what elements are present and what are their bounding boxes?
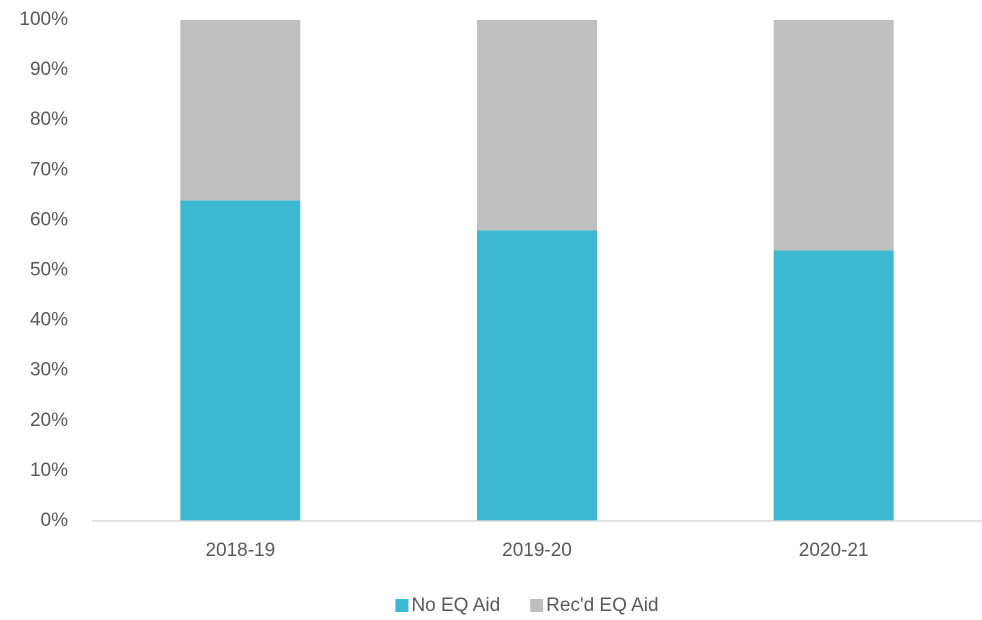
bar-segment [180,20,301,201]
y-tick-label: 30% [30,360,68,381]
y-tick-label: 70% [30,159,68,180]
legend-label: Rec'd EQ Aid [546,595,658,616]
y-tick-label: 60% [30,209,68,230]
x-tick-label: 2020-21 [799,540,869,561]
x-tick-label: 2018-19 [205,540,275,561]
y-tick-label: 100% [19,9,68,30]
y-tick-label: 0% [41,510,69,531]
y-tick-label: 40% [30,310,68,331]
bar-segment [773,250,894,521]
legend-label: No EQ Aid [411,595,500,616]
bar-segment [477,20,597,231]
y-tick-label: 10% [30,460,68,481]
y-tick-label: 50% [30,260,68,281]
bar-segment [477,230,597,522]
bar-segment [180,200,301,522]
y-tick-label: 20% [30,410,68,431]
y-tick-label: 90% [30,59,68,80]
y-tick-label: 80% [30,109,68,130]
bar-segment [773,20,894,251]
legend-swatch [395,599,409,612]
x-tick-label: 2019-20 [502,540,572,561]
legend-swatch [530,599,544,612]
